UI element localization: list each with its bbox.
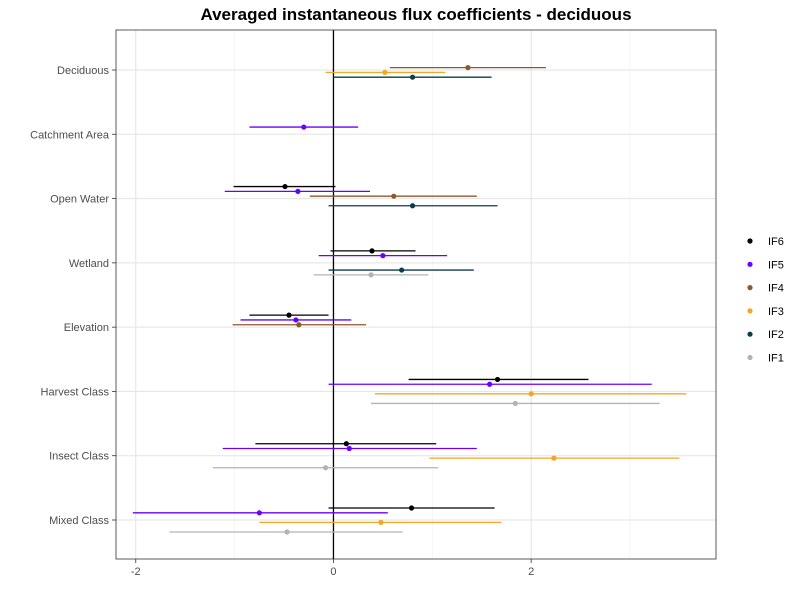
legend-key-if3 xyxy=(747,308,753,314)
legend-label-if2: IF2 xyxy=(768,329,784,341)
legend-label-if6: IF6 xyxy=(768,236,784,248)
estimate-point-if3 xyxy=(378,519,384,526)
estimate-point-if5 xyxy=(293,317,299,323)
legend-label-if1: IF1 xyxy=(768,353,784,365)
legend-label-if5: IF5 xyxy=(768,259,784,271)
estimate-point-if2 xyxy=(409,203,416,209)
legend-label-if4: IF4 xyxy=(768,283,784,295)
x-tick-label: 0 xyxy=(330,566,336,578)
marks-layer xyxy=(132,65,687,535)
estimate-point-if2 xyxy=(409,74,416,80)
estimate-point-if3 xyxy=(528,391,534,397)
legend-key-if6 xyxy=(747,238,753,244)
estimate-point-if5 xyxy=(256,510,262,516)
estimate-point-if3 xyxy=(382,69,388,75)
x-tick-label: 2 xyxy=(528,566,534,578)
estimate-point-if4 xyxy=(391,193,397,199)
estimate-point-if1 xyxy=(284,529,290,535)
estimate-point-if6 xyxy=(494,376,501,383)
estimate-point-if2 xyxy=(399,267,405,273)
estimate-point-if1 xyxy=(322,465,329,471)
estimate-point-if5 xyxy=(295,188,301,194)
estimate-point-if1 xyxy=(368,272,374,278)
legend-key-if2 xyxy=(747,331,753,337)
estimate-point-if6 xyxy=(343,441,349,447)
estimate-point-if3 xyxy=(551,455,557,461)
estimate-point-if6 xyxy=(369,248,375,254)
estimate-point-if5 xyxy=(301,124,307,130)
chart-title: Averaged instantaneous flux coefficients… xyxy=(200,5,631,24)
x-axis: -2 0 2 xyxy=(131,559,534,578)
y-tick-label: Harvest Class xyxy=(41,386,110,398)
y-tick-label: Open Water xyxy=(50,194,109,206)
estimate-point-if4 xyxy=(465,65,471,71)
y-tick-label: Catchment Area xyxy=(30,129,110,141)
y-tick-label: Deciduous xyxy=(57,65,109,77)
estimate-point-if6 xyxy=(286,312,292,318)
estimate-point-if4 xyxy=(296,322,302,328)
estimate-point-if6 xyxy=(408,505,415,511)
estimate-point-if6 xyxy=(282,183,288,190)
legend: IF6 IF5 IF4 IF3 IF2 IF1 xyxy=(747,236,784,365)
y-tick-label: Wetland xyxy=(69,258,109,270)
y-tick-label: Elevation xyxy=(64,322,109,334)
estimate-point-if5 xyxy=(380,253,386,259)
y-tick-label: Insect Class xyxy=(49,451,109,463)
estimate-point-if5 xyxy=(346,445,352,452)
x-tick-label: -2 xyxy=(131,566,141,578)
legend-key-if4 xyxy=(747,285,753,291)
grid-layer xyxy=(116,30,716,559)
y-axis: Deciduous Catchment Area Open Water Wetland… xyxy=(30,65,116,527)
legend-key-if1 xyxy=(747,354,753,361)
estimate-point-if5 xyxy=(487,381,493,387)
y-tick-label: Mixed Class xyxy=(49,515,109,527)
estimate-point-if1 xyxy=(512,400,518,407)
plot-panel-border xyxy=(115,29,717,560)
legend-label-if3: IF3 xyxy=(768,306,784,318)
legend-key-if5 xyxy=(747,261,753,267)
